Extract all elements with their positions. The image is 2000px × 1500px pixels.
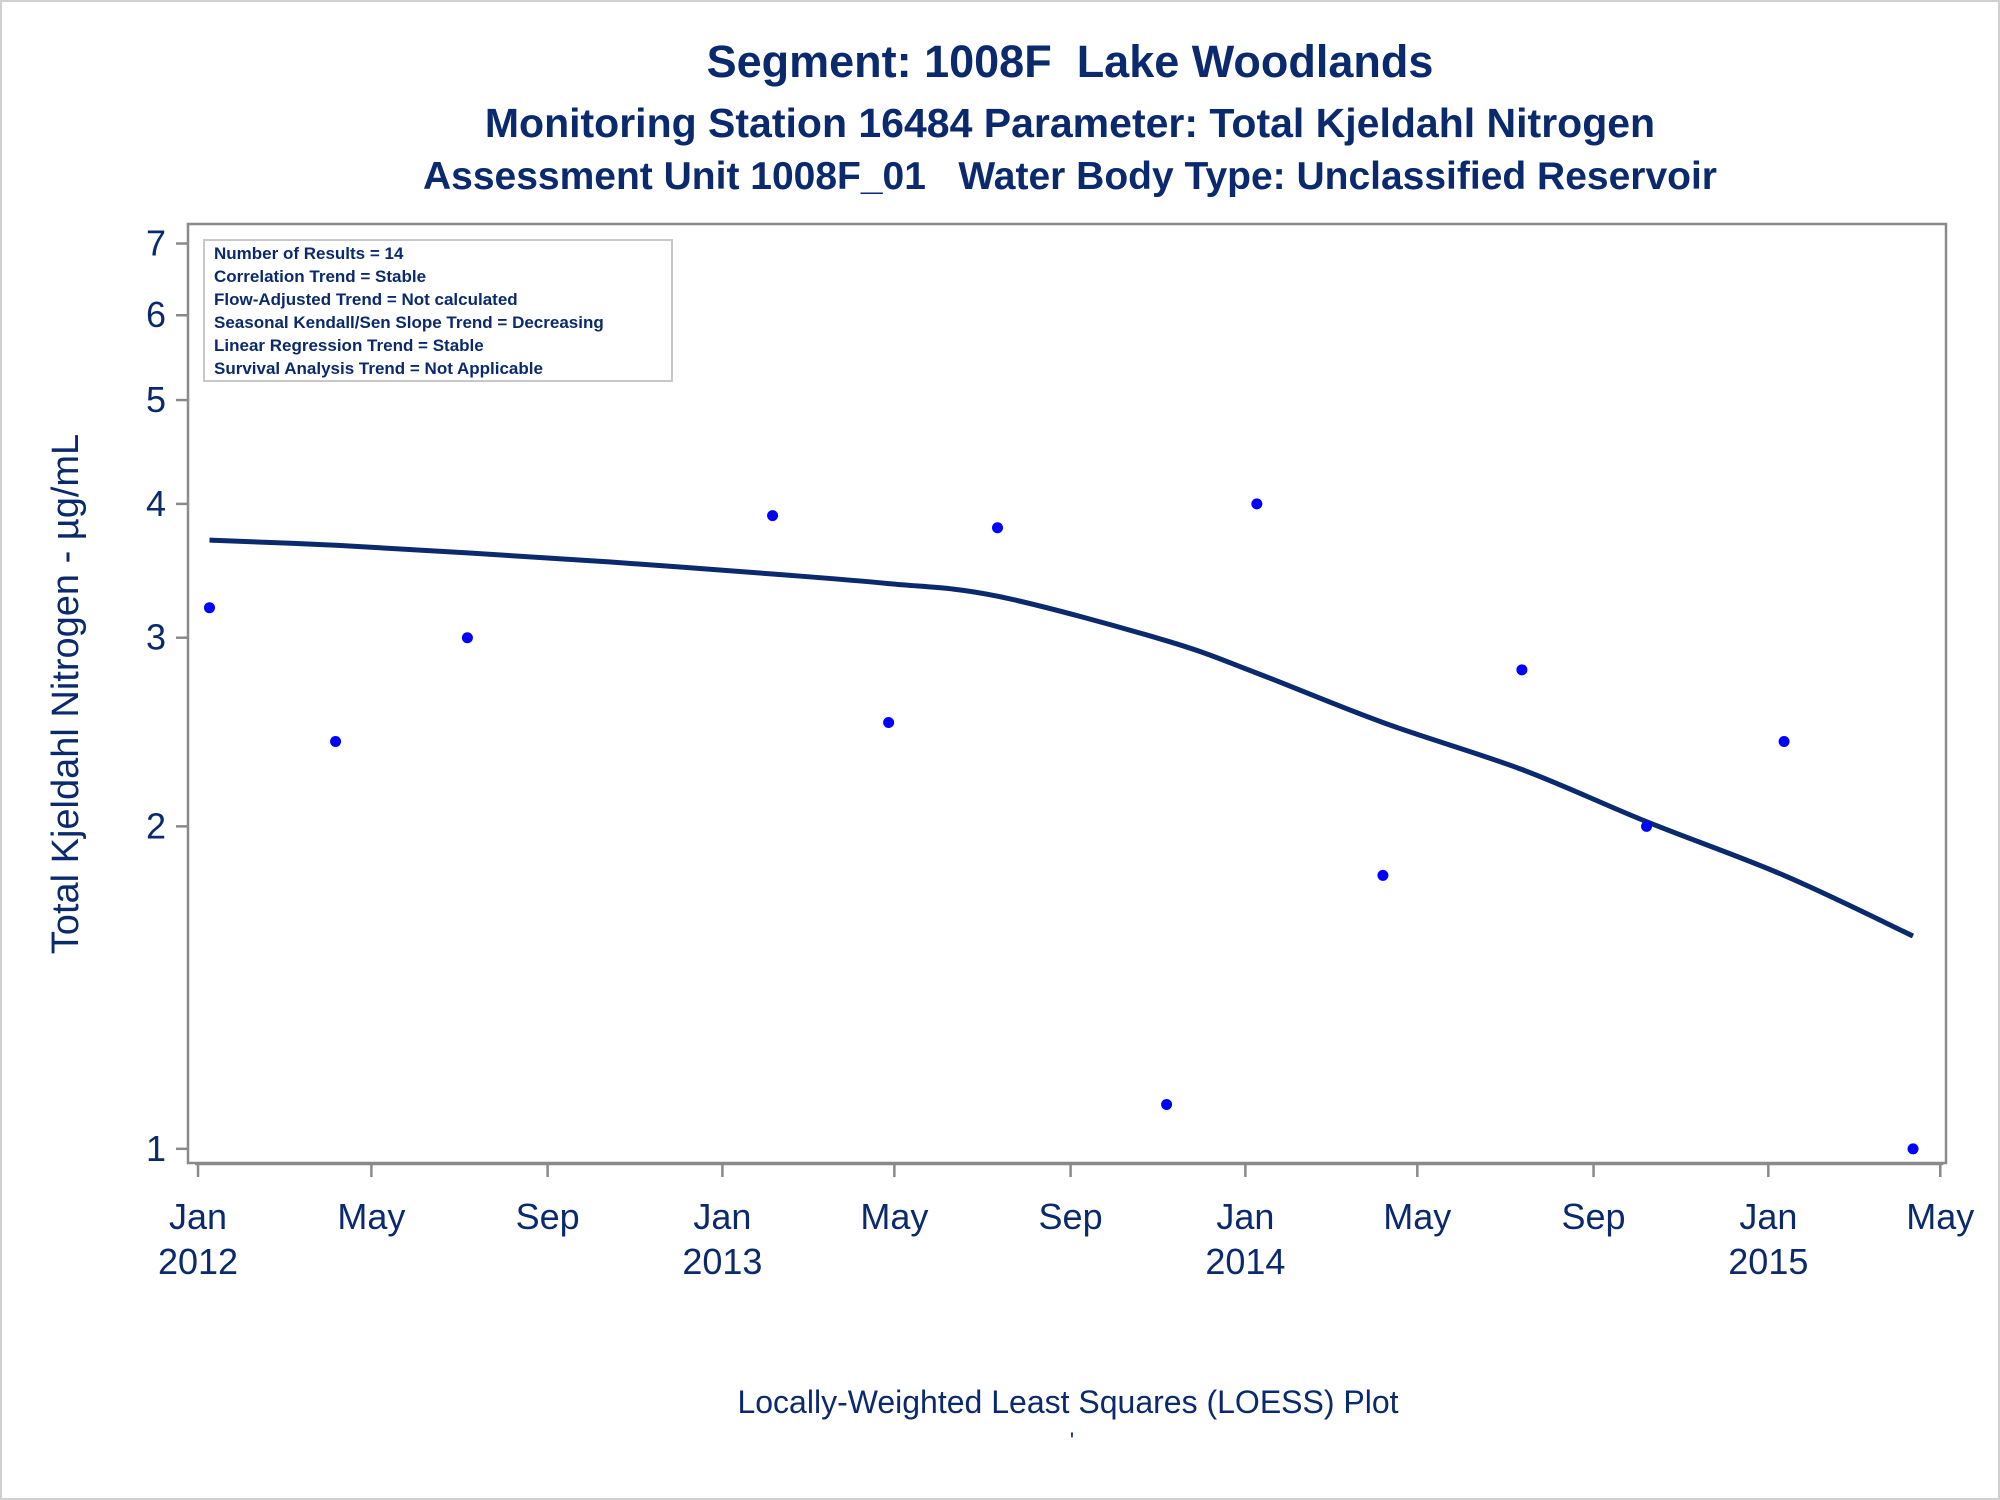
- loess-line: [209, 537, 1915, 939]
- x-tick-label: May: [860, 1196, 928, 1237]
- data-point: [330, 736, 342, 748]
- stats-line: Survival Analysis Trend = Not Applicable: [214, 359, 543, 378]
- x-tick-label: May: [1906, 1196, 1974, 1237]
- stats-line: Number of Results = 14: [214, 244, 404, 263]
- x-tick-label: Sep: [1562, 1196, 1626, 1237]
- data-point: [1516, 664, 1528, 676]
- stats-box: Number of Results = 14 Correlation Trend …: [203, 239, 673, 382]
- y-tick-label: 5: [146, 379, 166, 420]
- data-point: [1377, 869, 1389, 881]
- data-point: [203, 602, 215, 614]
- x-tick-label: Jan: [1739, 1196, 1797, 1237]
- x-tick-year-label: 2014: [1205, 1241, 1285, 1282]
- x-tick-label: Sep: [516, 1196, 580, 1237]
- loess-curve: [209, 537, 1915, 939]
- x-tick-label: Jan: [693, 1196, 751, 1237]
- y-tick-label: 4: [146, 483, 166, 524]
- chart-title: Segment: 1008F Lake Woodlands: [706, 36, 1434, 87]
- x-tick-label: Jan: [169, 1196, 227, 1237]
- x-tick-year-label: 2012: [158, 1241, 238, 1282]
- footnote: Locally-Weighted Least Squares (LOESS) P…: [737, 1384, 1398, 1420]
- y-tick-label: 7: [146, 223, 166, 264]
- data-point: [1251, 498, 1263, 510]
- data-point: [992, 522, 1004, 534]
- data-point: [461, 632, 473, 644]
- stats-line: Correlation Trend = Stable: [214, 267, 426, 286]
- y-axis-title: Total Kjeldahl Nitrogen - µg/mL: [45, 434, 87, 954]
- x-tick-label: May: [1383, 1196, 1451, 1237]
- y-tick-label: 6: [146, 294, 166, 335]
- x-tick-label: May: [337, 1196, 405, 1237]
- stats-line: Seasonal Kendall/Sen Slope Trend = Decre…: [214, 313, 604, 332]
- x-tick-year-label: 2013: [682, 1241, 762, 1282]
- chart-subtitle-station: Monitoring Station 16484 Parameter: Tota…: [484, 100, 1656, 146]
- x-tick-label: Jan: [1216, 1196, 1274, 1237]
- chart-subtitle-assessment: Assessment Unit 1008F_01 Water Body Type…: [423, 155, 1717, 198]
- stats-line: Flow-Adjusted Trend = Not calculated: [214, 290, 518, 309]
- data-point: [1907, 1143, 1919, 1155]
- data-point: [1778, 736, 1790, 748]
- x-tick-label: Sep: [1039, 1196, 1103, 1237]
- x-tick-year-label: 2015: [1728, 1241, 1808, 1282]
- data-point: [1641, 820, 1653, 832]
- y-tick-label: 3: [146, 617, 166, 658]
- data-point: [1161, 1098, 1173, 1110]
- data-point: [767, 510, 779, 522]
- stats-line: Linear Regression Trend = Stable: [214, 336, 484, 355]
- y-tick-label: 1: [146, 1128, 166, 1169]
- y-tick-label: 2: [146, 805, 166, 846]
- y-axis: 1 2 3 4 5 6 7: [146, 223, 188, 1169]
- footnote-mark: ': [1070, 1428, 1074, 1453]
- data-point: [883, 717, 895, 729]
- stats-box-border: [203, 239, 673, 382]
